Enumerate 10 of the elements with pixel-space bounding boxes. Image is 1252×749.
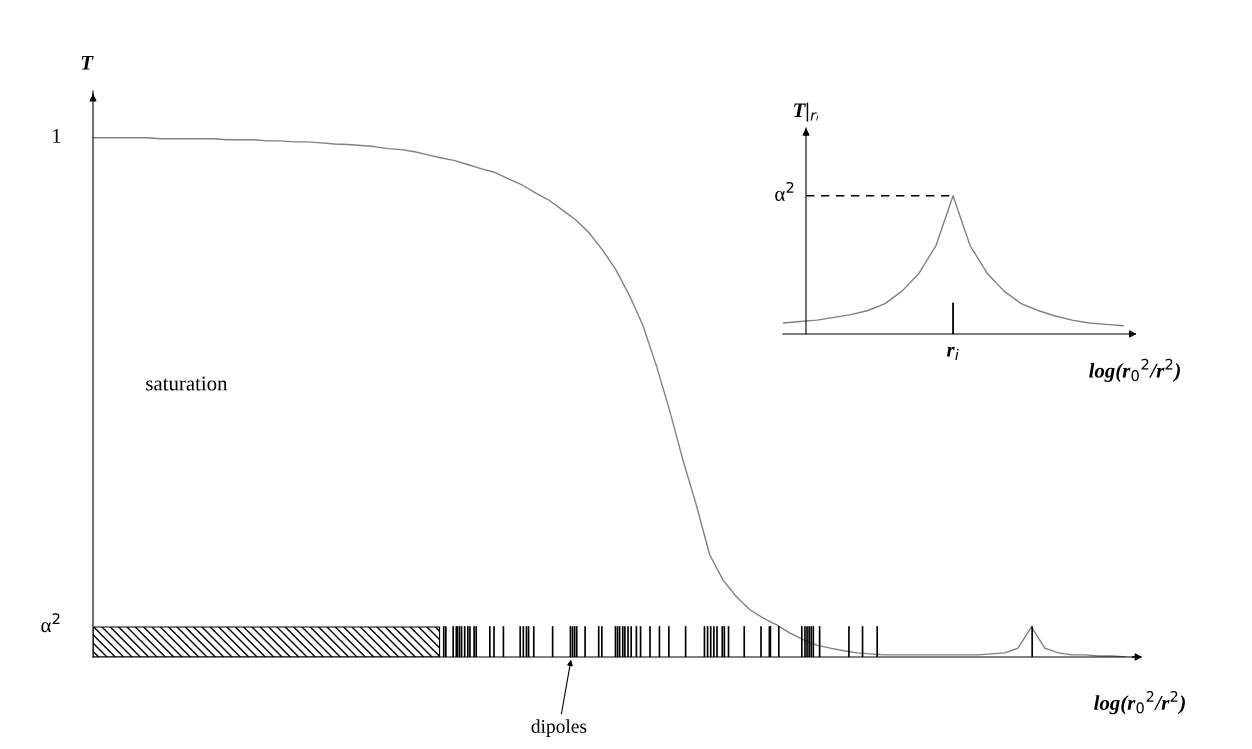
text: 1 xyxy=(53,128,61,143)
x-axis-title: log(r$_{0}$$^{2}$/r$^{2}$) xyxy=(1094,690,1185,715)
text: dipoles xyxy=(531,719,587,737)
y-axis-title: T xyxy=(81,55,94,70)
x-axis-title: log(r$_{0}$$^{2}$/r$^{2}$) xyxy=(1089,358,1180,382)
ref-line-label: α$^{2}$ xyxy=(775,181,794,201)
text: α$^{2}$ xyxy=(41,613,60,633)
annotation: r$_{i}$ xyxy=(946,346,959,360)
y-axis-title: T|$_{rᵢ}$ xyxy=(794,102,819,122)
annotation: saturation xyxy=(146,376,228,391)
